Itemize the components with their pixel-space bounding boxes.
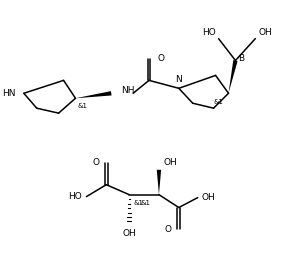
Polygon shape <box>76 91 111 98</box>
Text: O: O <box>158 54 165 63</box>
Text: &1: &1 <box>77 103 87 109</box>
Text: B: B <box>239 54 245 63</box>
Text: HO: HO <box>68 192 81 201</box>
Text: &1: &1 <box>133 200 143 206</box>
Text: O: O <box>92 158 99 167</box>
Text: HO: HO <box>202 28 216 37</box>
Text: HN: HN <box>2 89 16 98</box>
Polygon shape <box>157 170 161 195</box>
Text: O: O <box>165 225 172 234</box>
Text: &1: &1 <box>214 99 223 105</box>
Polygon shape <box>228 60 238 93</box>
Text: OH: OH <box>164 158 178 167</box>
Text: N: N <box>175 75 182 84</box>
Text: OH: OH <box>258 28 272 37</box>
Text: NH: NH <box>121 86 135 95</box>
Text: OH: OH <box>122 229 136 238</box>
Text: OH: OH <box>202 193 216 202</box>
Text: &1: &1 <box>141 200 151 206</box>
